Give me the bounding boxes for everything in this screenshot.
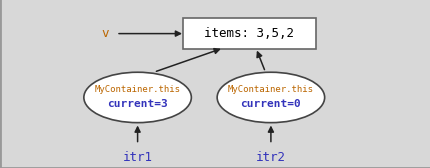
Text: itr1: itr1 [123,151,153,164]
Text: current=3: current=3 [107,99,168,110]
Text: current=0: current=0 [240,99,301,110]
Text: itr2: itr2 [256,151,286,164]
Text: items: 3,5,2: items: 3,5,2 [204,27,295,40]
FancyBboxPatch shape [183,18,316,49]
Text: MyContainer.this: MyContainer.this [228,85,314,94]
Text: v: v [101,27,109,40]
Text: MyContainer.this: MyContainer.this [95,85,181,94]
Ellipse shape [217,72,325,123]
Ellipse shape [84,72,191,123]
